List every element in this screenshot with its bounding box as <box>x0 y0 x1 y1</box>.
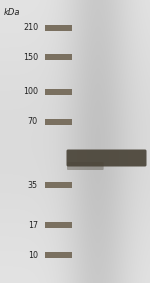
FancyBboxPatch shape <box>66 149 147 166</box>
Bar <box>45 252 72 258</box>
Text: 35: 35 <box>28 181 38 190</box>
Bar <box>45 222 72 228</box>
Bar <box>45 119 72 125</box>
Text: 210: 210 <box>23 23 38 33</box>
Text: 150: 150 <box>23 53 38 61</box>
Text: 100: 100 <box>23 87 38 97</box>
Text: 70: 70 <box>28 117 38 127</box>
Bar <box>45 89 72 95</box>
Bar <box>45 182 72 188</box>
Bar <box>45 54 72 60</box>
FancyBboxPatch shape <box>67 162 104 170</box>
Bar <box>45 25 72 31</box>
Text: 17: 17 <box>28 220 38 230</box>
Text: 10: 10 <box>28 250 38 260</box>
Text: kDa: kDa <box>4 8 21 17</box>
